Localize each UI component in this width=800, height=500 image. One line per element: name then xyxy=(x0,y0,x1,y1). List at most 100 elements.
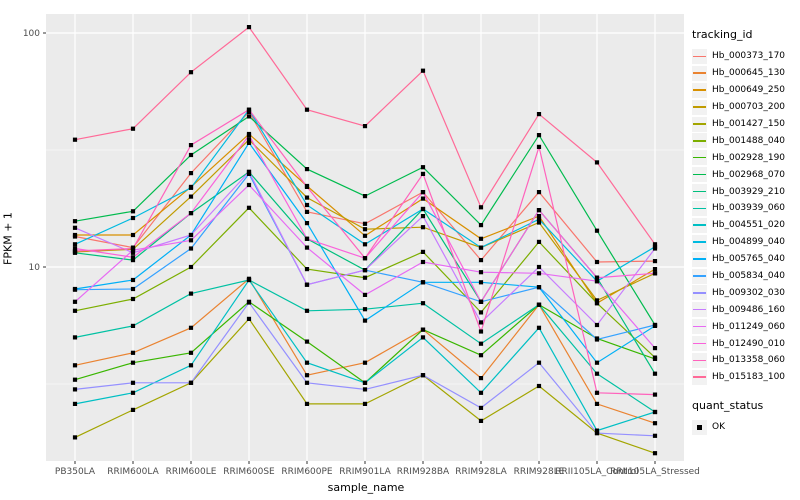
legend-title-quant-status: quant_status xyxy=(692,398,764,412)
legend-entry: Hb_012490_010 xyxy=(692,335,800,352)
legend-title-tracking-id: tracking_id xyxy=(692,28,753,41)
legend-entry: Hb_003939_060 xyxy=(692,200,800,217)
data-point xyxy=(246,107,252,112)
data-point xyxy=(246,114,252,119)
legend-line-icon xyxy=(693,342,706,345)
legend-key-swatch xyxy=(692,150,707,166)
legend-line-icon xyxy=(693,325,706,328)
data-point xyxy=(246,300,252,305)
data-point xyxy=(362,233,368,238)
quant-status-key-swatch xyxy=(692,419,707,435)
data-point xyxy=(478,236,484,241)
data-point xyxy=(246,316,252,321)
x-tick-label: RRIM600PE xyxy=(281,467,333,477)
legend-entry: Hb_000649_250 xyxy=(692,82,800,99)
data-point xyxy=(130,296,136,302)
legend-entry: Hb_000645_130 xyxy=(692,65,800,82)
data-point xyxy=(188,194,194,199)
data-point xyxy=(420,165,426,170)
data-point xyxy=(478,223,484,228)
data-point xyxy=(652,356,658,361)
data-point xyxy=(362,256,368,261)
data-point xyxy=(72,308,78,313)
x-tick-label: PB350LA xyxy=(55,467,96,477)
x-tick-label: RRIM928LA xyxy=(455,467,507,477)
legend-entry-label: Hb_011249_060 xyxy=(712,321,786,332)
data-point xyxy=(362,387,368,392)
data-point xyxy=(594,431,600,436)
data-point xyxy=(594,298,600,303)
legend-key-swatch xyxy=(692,319,707,335)
data-point xyxy=(188,363,194,368)
data-point xyxy=(594,371,600,376)
data-point xyxy=(130,380,136,385)
data-point xyxy=(188,291,194,296)
data-point xyxy=(362,268,368,273)
legend-entry: Hb_005834_040 xyxy=(692,268,800,285)
legend-line-icon xyxy=(693,292,706,294)
legend-entry-label: Hb_005834_040 xyxy=(712,271,786,282)
data-point xyxy=(362,242,368,247)
data-point xyxy=(188,152,194,158)
data-point xyxy=(594,259,600,265)
data-point xyxy=(420,249,426,254)
data-point xyxy=(478,376,484,381)
data-point xyxy=(652,451,658,456)
legend-key-swatch xyxy=(692,302,707,318)
data-point xyxy=(130,246,136,251)
legend-key-swatch xyxy=(692,352,707,368)
data-point xyxy=(536,302,542,307)
data-point xyxy=(652,346,658,351)
data-point xyxy=(478,320,484,325)
data-point xyxy=(478,299,484,304)
data-point xyxy=(478,405,484,410)
legend-entry: Hb_003929_210 xyxy=(692,183,800,200)
data-point xyxy=(304,107,310,112)
legend-key-swatch xyxy=(692,200,707,216)
data-point xyxy=(188,264,194,270)
data-point xyxy=(478,310,484,315)
legend-key-swatch xyxy=(692,184,707,200)
data-point xyxy=(652,271,658,276)
data-point xyxy=(246,277,252,283)
legend-key-swatch xyxy=(692,133,707,149)
data-point xyxy=(130,209,136,214)
legend-line-icon xyxy=(693,139,706,142)
data-point xyxy=(246,140,252,145)
data-point xyxy=(246,205,252,210)
data-point xyxy=(536,217,542,222)
legend-entry: Hb_002928_190 xyxy=(692,149,800,166)
data-point xyxy=(362,292,368,297)
data-point xyxy=(478,341,484,346)
x-axis-title: sample_name xyxy=(327,481,405,494)
legend-entry-label: Hb_004899_040 xyxy=(712,237,786,248)
legend-line-icon xyxy=(693,224,706,227)
y-tick-label: 10 xyxy=(29,263,41,273)
data-point xyxy=(478,390,484,395)
data-point xyxy=(130,286,136,292)
data-point xyxy=(304,195,310,200)
data-point xyxy=(420,280,426,285)
data-point xyxy=(536,133,542,138)
legend-line-icon xyxy=(693,156,706,159)
data-point xyxy=(72,401,78,406)
data-point xyxy=(652,371,658,376)
legend-entry: Hb_004899_040 xyxy=(692,234,800,251)
legend-entry: Hb_009486_160 xyxy=(692,301,800,318)
data-point xyxy=(594,322,600,328)
data-point xyxy=(304,167,310,172)
data-point xyxy=(304,360,310,365)
data-point xyxy=(246,169,252,174)
legend-key-swatch xyxy=(692,336,707,352)
data-point xyxy=(130,390,136,395)
legend-line-icon xyxy=(693,207,706,210)
data-point xyxy=(188,246,194,251)
data-point xyxy=(478,353,484,358)
data-point xyxy=(478,329,484,334)
data-point xyxy=(72,363,78,368)
data-point xyxy=(188,70,194,75)
legend-entry: Hb_001427_150 xyxy=(692,116,800,133)
data-point xyxy=(362,124,368,129)
data-point xyxy=(478,205,484,210)
